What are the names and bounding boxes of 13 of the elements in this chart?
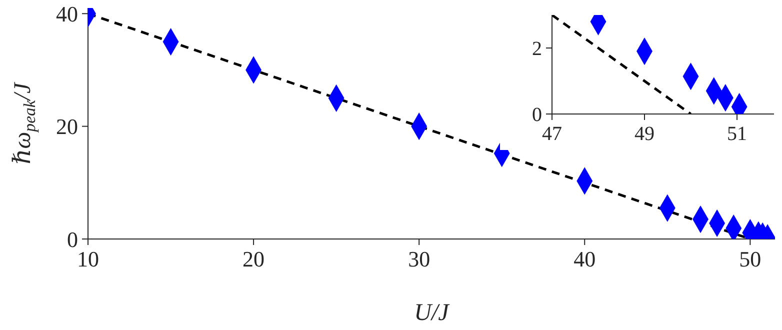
x-tick-label: 30: [408, 246, 430, 272]
x-tick-label: 47: [542, 123, 562, 146]
y-tick-label: 0: [67, 226, 78, 252]
x-tick-label: 50: [739, 246, 762, 272]
y-tick-label: 40: [56, 1, 78, 26]
x-tick-label: 49: [634, 123, 654, 146]
x-tick-label: 10: [77, 246, 99, 272]
y-tick-label: 0: [532, 104, 542, 126]
y-tick-label: 2: [532, 38, 542, 60]
x-axis-title: U/J: [414, 300, 450, 326]
x-tick-label: 51: [727, 123, 747, 146]
x-tick-label: 40: [574, 246, 596, 272]
x-tick-label: 20: [242, 246, 265, 272]
